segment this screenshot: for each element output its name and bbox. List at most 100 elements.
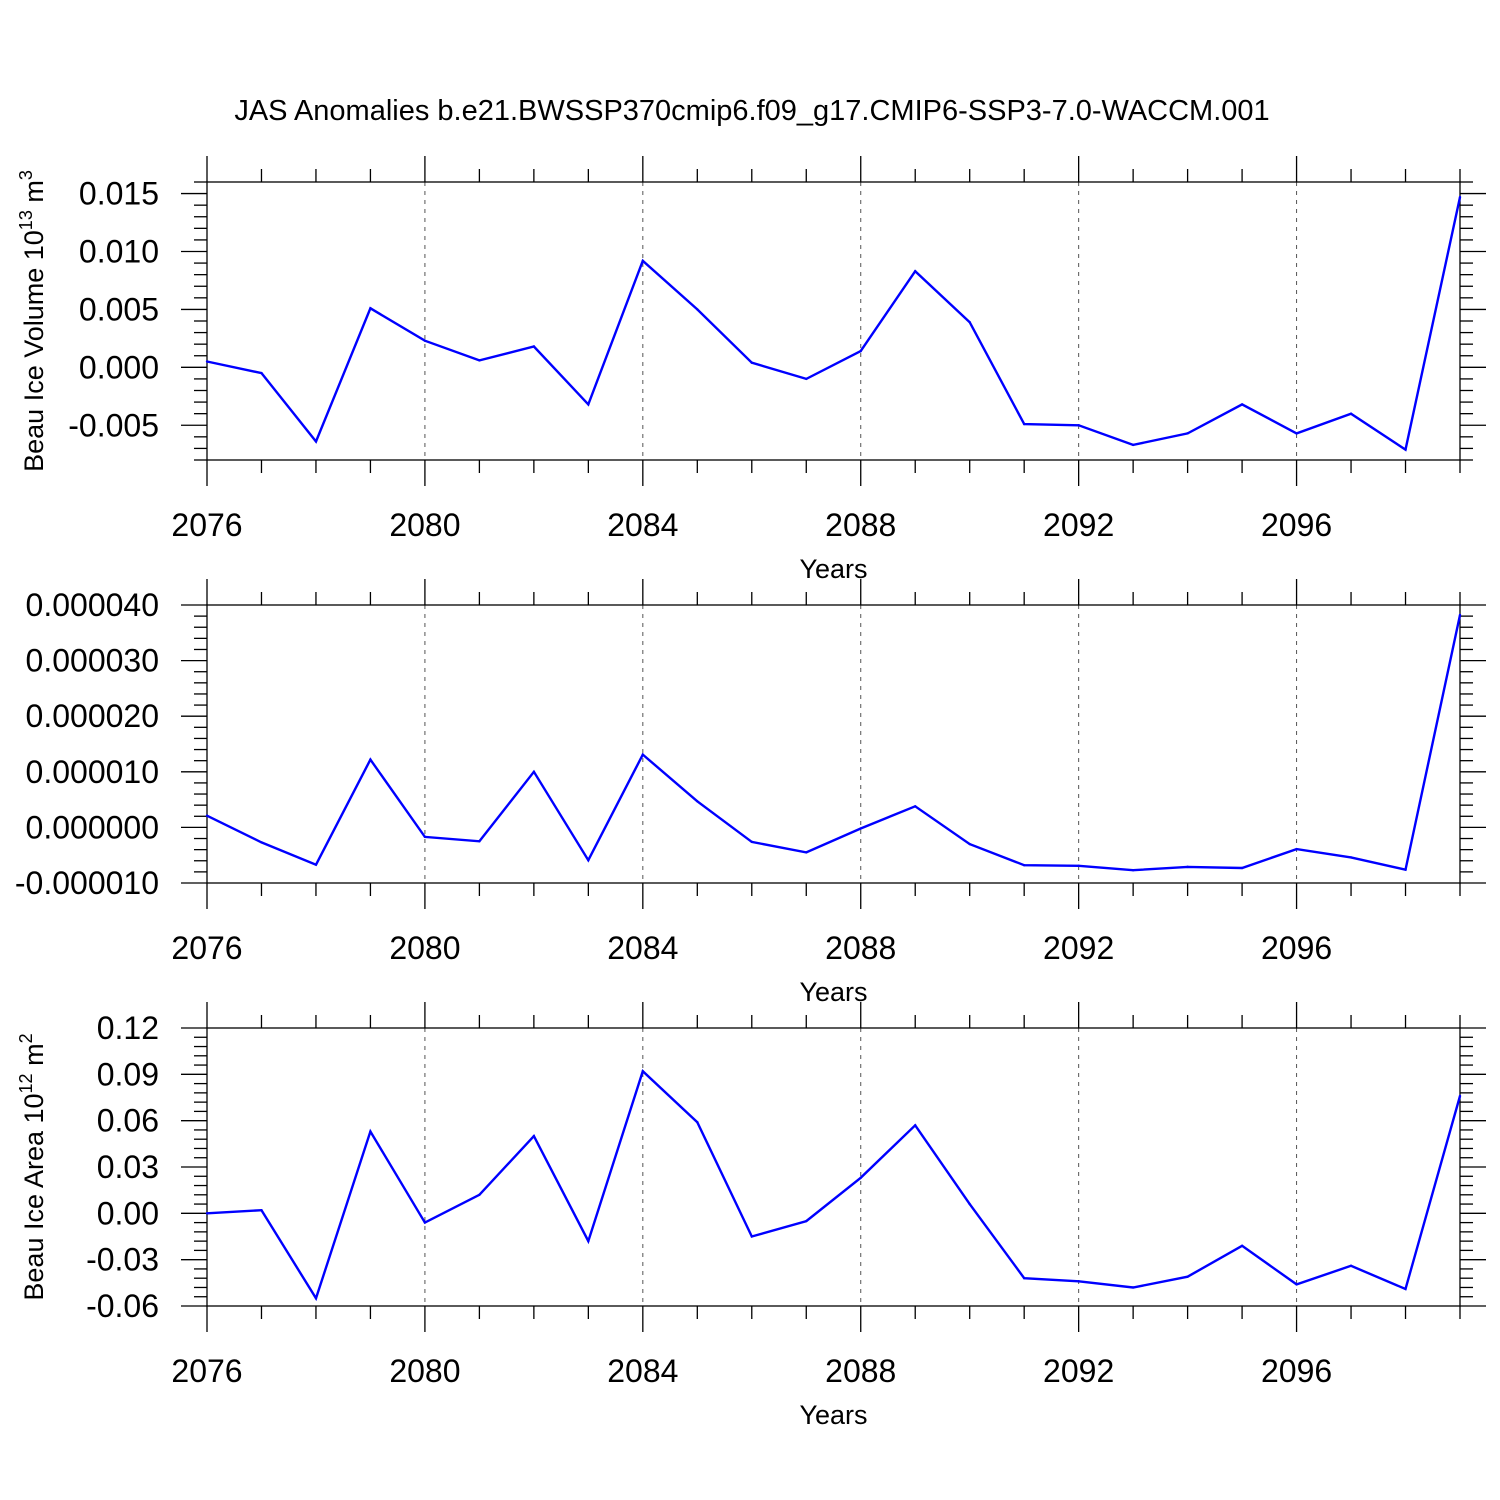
data-point <box>1240 403 1244 406</box>
data-point <box>587 1239 590 1243</box>
y-tick-label: 0.015 <box>79 176 159 212</box>
x-tick-label: 2096 <box>1261 507 1332 543</box>
data-point <box>914 1124 917 1127</box>
data-point <box>423 1221 427 1224</box>
x-tick-label: 2096 <box>1261 1353 1332 1389</box>
data-point <box>750 840 753 844</box>
data-point <box>314 1297 318 1300</box>
x-tick-label: 2076 <box>171 507 242 543</box>
x-axis-label: Years <box>799 977 867 1007</box>
data-point <box>478 1193 481 1197</box>
data-point <box>205 360 209 363</box>
data-point <box>423 339 427 342</box>
y-tick-label: 0.00 <box>97 1195 159 1231</box>
x-tick-label: 2076 <box>171 1353 242 1389</box>
y-tick-label: 0.010 <box>79 234 159 270</box>
y-tick-label: 0.03 <box>97 1149 159 1185</box>
data-point <box>1022 1277 1026 1280</box>
data-point <box>968 842 971 846</box>
series-line <box>206 1069 1462 1302</box>
data-point <box>260 371 263 375</box>
y-tick-label: 0.000000 <box>26 809 159 845</box>
x-tick-label: 2084 <box>607 507 678 543</box>
panel-2: -0.000010 0.000000 0.000010 0.000020 0.00003… <box>15 579 1486 1007</box>
data-point <box>260 841 263 844</box>
data-point <box>1131 1286 1135 1289</box>
data-point <box>478 840 481 843</box>
data-point <box>205 814 209 817</box>
data-point <box>1186 1275 1189 1278</box>
data-point <box>478 359 481 362</box>
data-point <box>369 1130 372 1133</box>
data-point <box>859 1176 862 1180</box>
x-tick-label: 2080 <box>389 930 460 966</box>
y-tick-label: 0.000010 <box>26 754 159 790</box>
data-point <box>1022 864 1026 867</box>
data-point <box>1077 1280 1080 1283</box>
y-tick-label: 0.06 <box>97 1103 159 1139</box>
data-point <box>1404 448 1407 451</box>
series-line <box>206 196 1462 452</box>
data-point <box>1240 1244 1244 1247</box>
y-tick-label: 0.09 <box>97 1056 159 1092</box>
data-point <box>1295 847 1298 851</box>
plot-frame <box>206 181 1461 461</box>
data-point <box>1404 1287 1407 1291</box>
x-axis-label: Years <box>799 554 867 584</box>
data-point <box>805 851 808 854</box>
x-tick-label: 2076 <box>171 930 242 966</box>
series-1 <box>205 1069 1462 1302</box>
data-point <box>1186 432 1189 435</box>
data-point <box>1295 432 1298 435</box>
data-point <box>641 753 645 756</box>
data-point <box>696 800 699 803</box>
data-point <box>641 259 645 262</box>
data-point <box>1186 865 1189 869</box>
data-point <box>1458 1094 1462 1098</box>
data-point <box>314 863 318 866</box>
x-tick-label: 2092 <box>1043 1353 1114 1389</box>
data-point <box>1458 195 1462 199</box>
data-point <box>641 1070 645 1073</box>
data-point <box>587 859 590 862</box>
data-point <box>805 1219 808 1223</box>
data-point <box>1131 869 1135 872</box>
plot-frame <box>206 1027 1461 1307</box>
y-tick-label: 0.000020 <box>26 698 159 734</box>
y-tick-label: -0.005 <box>68 407 159 443</box>
data-point <box>914 805 917 808</box>
data-point <box>696 1121 699 1124</box>
data-point <box>1349 856 1353 859</box>
series-1 <box>205 195 1462 452</box>
data-point <box>1404 868 1407 871</box>
data-point <box>1022 422 1026 426</box>
y-tick-label: -0.03 <box>86 1242 159 1278</box>
data-point <box>696 308 699 311</box>
data-point <box>587 403 590 406</box>
data-point <box>205 1212 209 1215</box>
x-tick-label: 2084 <box>607 1353 678 1389</box>
data-point <box>260 1209 263 1212</box>
data-point <box>1349 1264 1353 1268</box>
series-line <box>206 614 1462 872</box>
data-point <box>750 361 753 364</box>
data-point <box>532 345 536 348</box>
series-1 <box>205 613 1462 872</box>
x-tick-label: 2084 <box>607 930 678 966</box>
panel-3: -0.06 -0.03 0.00 0.03 0.06 0.09 0.12 2076 2080 20… <box>16 1002 1486 1430</box>
data-point <box>369 307 372 310</box>
data-point <box>859 827 862 830</box>
data-point <box>532 770 536 773</box>
data-point <box>1077 864 1080 867</box>
panel-1: -0.005 0.000 0.005 0.010 0.015 2076 2080 2084 20… <box>16 156 1486 584</box>
y-axis-label: Beau Ice Volume 1013 m3 <box>16 170 49 472</box>
data-point <box>805 377 808 381</box>
data-point <box>1077 424 1080 427</box>
x-tick-label: 2080 <box>389 507 460 543</box>
y-tick-label: 0.000040 <box>26 587 159 623</box>
data-point <box>1349 412 1353 415</box>
y-tick-label: 0.005 <box>79 291 159 327</box>
x-tick-label: 2088 <box>825 930 896 966</box>
data-point <box>750 1235 753 1238</box>
